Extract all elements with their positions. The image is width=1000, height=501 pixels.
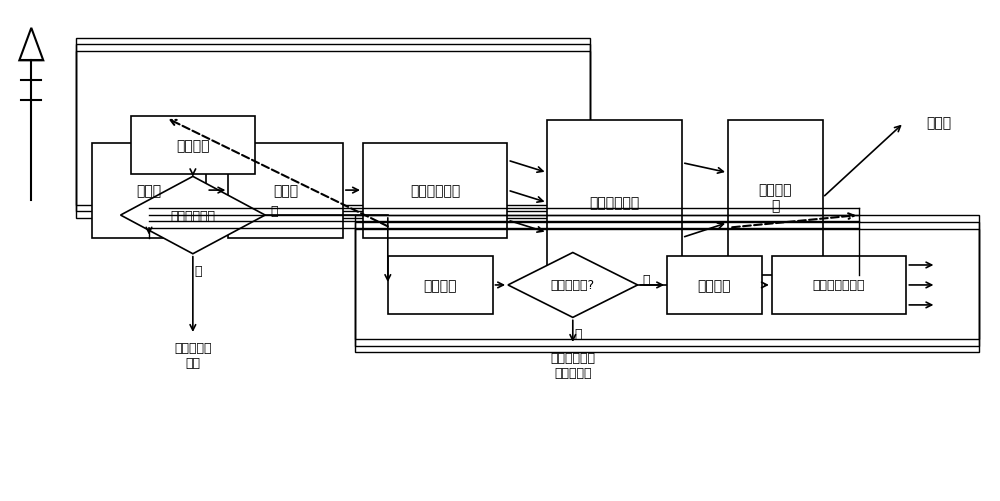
Text: 否: 否 bbox=[574, 328, 582, 341]
Bar bbox=[728, 121, 823, 276]
Text: 送入导航滤
波器: 送入导航滤 波器 bbox=[174, 341, 212, 369]
Text: 相关器: 相关器 bbox=[136, 184, 162, 198]
Text: 是否存在故障: 是否存在故障 bbox=[170, 209, 215, 222]
Text: 本发明的处理: 本发明的处理 bbox=[590, 196, 640, 210]
Polygon shape bbox=[19, 29, 43, 61]
Bar bbox=[76, 52, 590, 205]
Bar bbox=[92, 143, 206, 238]
Text: 偏差估计: 偏差估计 bbox=[698, 279, 731, 293]
Text: 识别出故障?: 识别出故障? bbox=[551, 279, 595, 292]
Bar bbox=[355, 215, 979, 353]
Bar bbox=[228, 143, 343, 238]
Text: 导航滤波
器: 导航滤波 器 bbox=[758, 183, 792, 213]
Text: 是: 是 bbox=[643, 274, 650, 287]
Bar bbox=[363, 143, 507, 238]
Bar bbox=[76, 39, 590, 218]
Bar bbox=[772, 257, 906, 314]
Text: 全局检测: 全局检测 bbox=[176, 139, 210, 153]
Bar bbox=[547, 121, 682, 286]
Bar bbox=[388, 257, 493, 314]
Bar bbox=[667, 257, 762, 314]
Bar bbox=[131, 117, 255, 174]
Polygon shape bbox=[508, 253, 638, 318]
Text: 鉴别器: 鉴别器 bbox=[273, 184, 298, 198]
Bar bbox=[76, 45, 590, 211]
Text: 观测量偏差修正: 观测量偏差修正 bbox=[813, 279, 865, 292]
Text: 观测量测量值: 观测量测量值 bbox=[410, 184, 460, 198]
Text: 该通道的观测
量保持不变: 该通道的观测 量保持不变 bbox=[550, 351, 595, 379]
Polygon shape bbox=[121, 177, 265, 254]
Bar bbox=[355, 229, 979, 340]
Text: 导航解: 导航解 bbox=[926, 116, 951, 130]
Text: 局部检测: 局部检测 bbox=[423, 279, 457, 293]
Bar bbox=[355, 222, 979, 346]
Text: 是: 是 bbox=[270, 204, 278, 217]
Text: 否: 否 bbox=[194, 264, 202, 277]
